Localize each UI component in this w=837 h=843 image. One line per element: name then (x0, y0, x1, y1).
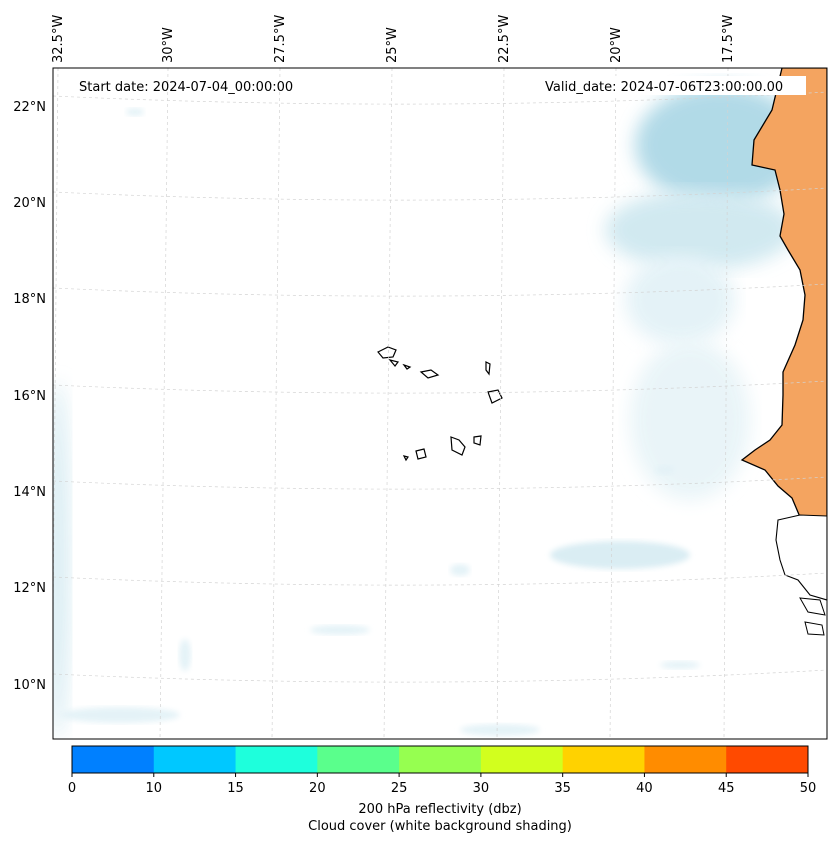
colorbar-tick-label: 40 (636, 781, 653, 796)
colorbar-tick-label: 15 (227, 781, 244, 796)
colorbar-tick-label: 10 (146, 781, 163, 796)
colorbar: 0 10 15 20 25 30 35 40 45 50 (68, 745, 817, 796)
latitude-label: 20°N (13, 196, 46, 211)
longitude-label: 22.5°W (497, 15, 512, 63)
meridian-line (271, 68, 281, 739)
coastline-islands (799, 597, 826, 636)
colorbar-segment (235, 746, 318, 773)
coastline-south (775, 514, 827, 601)
colorbar-segment (562, 746, 645, 773)
colorbar-tick-label: 25 (391, 781, 408, 796)
meridian-line (383, 68, 393, 739)
colorbar-tick-label: 30 (473, 781, 490, 796)
parallel-line (53, 572, 827, 586)
cape-verde-islands (377, 346, 503, 462)
meridian-line (609, 68, 617, 739)
colorbar-tick-label: 45 (718, 781, 735, 796)
colorbar-segment (399, 746, 482, 773)
latitude-label: 18°N (13, 292, 46, 307)
graticule (53, 68, 827, 739)
map-frame (52, 67, 828, 740)
colorbar-tick-label: 50 (800, 781, 817, 796)
colorbar-tick-label: 0 (68, 781, 76, 796)
latitude-label: 10°N (13, 678, 46, 693)
start-date-label: Start date: 2024-07-04_00:00:00 (79, 80, 293, 95)
latitude-label: 16°N (13, 389, 46, 404)
valid-date-label: Valid_date: 2024-07-06T23:00:00.00 (545, 80, 783, 95)
longitude-label: 20°W (609, 27, 624, 63)
latitude-label: 22°N (13, 100, 46, 115)
colorbar-segment (72, 746, 155, 773)
colorbar-sublabel: Cloud cover (white background shading) (308, 819, 572, 834)
latitude-labels: 22°N 20°N 18°N 16°N 14°N 12°N 10°N (13, 100, 46, 693)
colorbar-tick-label: 20 (309, 781, 326, 796)
cloud-cover-shading (53, 85, 805, 739)
colorbar-label: 200 hPa reflectivity (dbz) (358, 802, 521, 817)
longitude-label: 27.5°W (273, 15, 288, 63)
parallel-line (53, 91, 827, 105)
meridian-line (723, 68, 729, 739)
latitude-label: 14°N (13, 485, 46, 500)
parallel-line (53, 476, 827, 490)
longitude-label: 30°W (161, 27, 176, 63)
meridian-line (496, 68, 505, 739)
longitude-label: 17.5°W (721, 15, 736, 63)
parallel-line (53, 187, 827, 201)
map-area (53, 68, 827, 739)
meridian-line (159, 68, 169, 739)
parallel-line (53, 669, 827, 683)
colorbar-segment (480, 746, 564, 773)
colorbar-tick-label: 35 (554, 781, 571, 796)
colorbar-segment (317, 746, 400, 773)
africa-land (740, 68, 827, 518)
colorbar-segment (726, 746, 809, 773)
longitude-labels: 32.5°W 30°W 27.5°W 25°W 22.5°W 20°W 17.5°W (51, 15, 736, 63)
latitude-label: 12°N (13, 581, 46, 596)
longitude-label: 25°W (385, 27, 400, 63)
colorbar-frame (71, 745, 809, 774)
longitude-label: 32.5°W (51, 15, 66, 63)
parallel-line (53, 380, 827, 394)
valid-date-box (540, 76, 806, 95)
colorbar-segment (644, 746, 727, 773)
parallel-line (53, 283, 827, 297)
colorbar-segment (153, 746, 237, 773)
